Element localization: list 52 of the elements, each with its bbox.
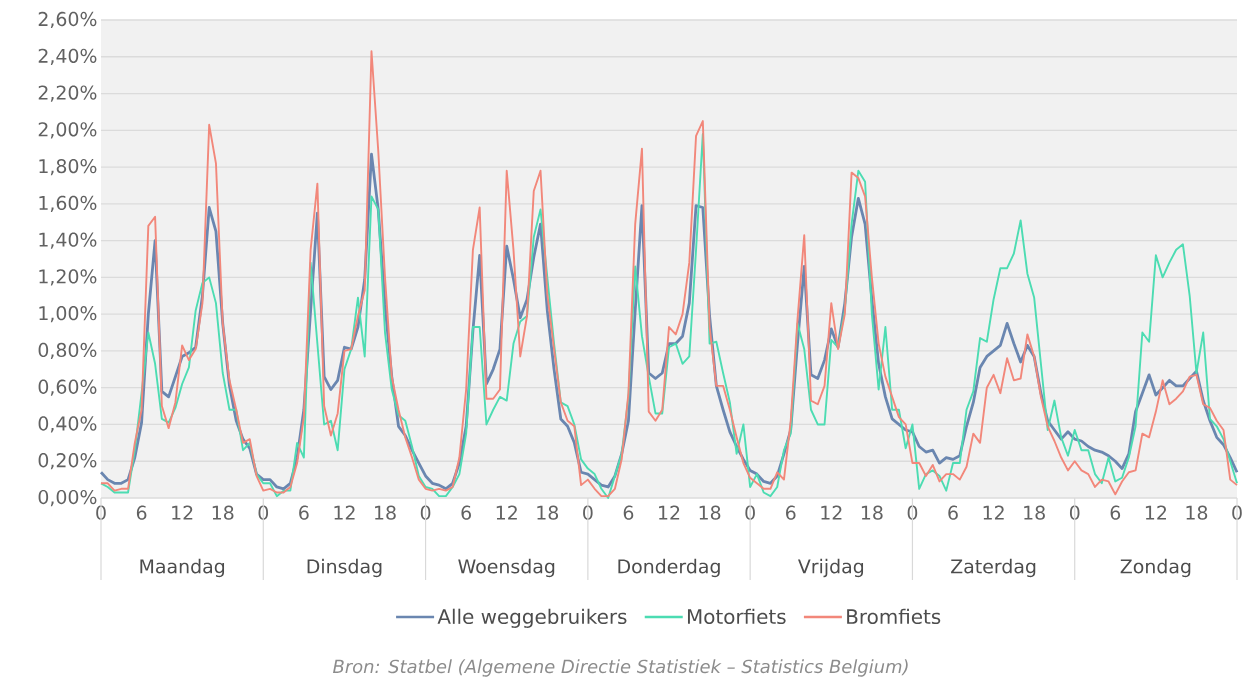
x-tick-label: 6 <box>1110 505 1121 520</box>
x-tick-label: 0 <box>1232 505 1242 520</box>
x-tick-label: 6 <box>948 505 958 520</box>
x-tick-label: 6 <box>786 505 796 520</box>
x-tick-label: 12 <box>821 505 842 520</box>
x-tick-label: 18 <box>1186 505 1208 520</box>
x-tick-label: 12 <box>659 505 680 520</box>
x-tick-label: 6 <box>461 505 471 520</box>
text: Maandag <box>140 558 225 578</box>
text: Zaterdag <box>951 558 1036 578</box>
y-tick-label: 2,40% <box>38 48 97 65</box>
x-tick-label: 12 <box>496 505 517 520</box>
x-tick-label: 18 <box>537 505 559 520</box>
legend-label: Bromfiets <box>847 608 941 625</box>
text: Zondag <box>1120 558 1191 578</box>
x-tick-label: 18 <box>1024 505 1045 520</box>
y-tick-label: 0,80% <box>38 342 97 360</box>
text: Vrijdag <box>798 558 864 578</box>
x-tick-label: 0 <box>1069 505 1080 520</box>
y-tick-label: 0,60% <box>38 379 97 396</box>
x-tick-label: 12 <box>172 505 193 520</box>
x-tick-label: 12 <box>983 505 1004 520</box>
y-tick-label: 2,00% <box>38 122 97 139</box>
x-tick-label: 6 <box>623 505 634 520</box>
text: Woensdag <box>458 558 555 578</box>
x-tick-label: 18 <box>212 505 234 520</box>
text: Donderdag <box>618 558 720 578</box>
x-tick-label: 0 <box>96 505 106 520</box>
y-tick-label: 1,60% <box>39 195 97 212</box>
x-tick-label: 0 <box>745 505 755 520</box>
y-tick-label: 0,40% <box>38 416 97 433</box>
y-tick-label: 0,20% <box>38 453 97 470</box>
text: Bron: Statbel (Algemene Directie Statistiek – Statistics Belgium) <box>332 659 908 677</box>
x-tick-label: 6 <box>136 505 147 520</box>
y-tick-label: 2,60% <box>38 11 97 29</box>
y-tick-label: 2,20% <box>38 85 97 102</box>
y-tick-label: 0,00% <box>38 489 97 507</box>
x-tick-label: 12 <box>1145 505 1167 520</box>
legend-label: Motorfiets <box>687 608 786 625</box>
x-tick-label: 18 <box>375 505 396 520</box>
x-tick-label: 0 <box>258 505 269 520</box>
x-tick-label: 12 <box>334 505 355 520</box>
y-tick-label: 1,40% <box>39 232 97 249</box>
legend-label: Alle weggebruikers <box>437 608 627 628</box>
x-tick-label: 0 <box>583 505 593 520</box>
y-tick-label: 1,20% <box>39 269 97 286</box>
x-tick-label: 18 <box>861 505 883 520</box>
x-tick-label: 18 <box>699 505 721 520</box>
y-tick-label: 1,00% <box>39 306 97 323</box>
text: Dinsdag <box>307 558 382 578</box>
y-tick-label: 1,80% <box>39 158 97 176</box>
x-tick-label: 6 <box>299 505 309 520</box>
